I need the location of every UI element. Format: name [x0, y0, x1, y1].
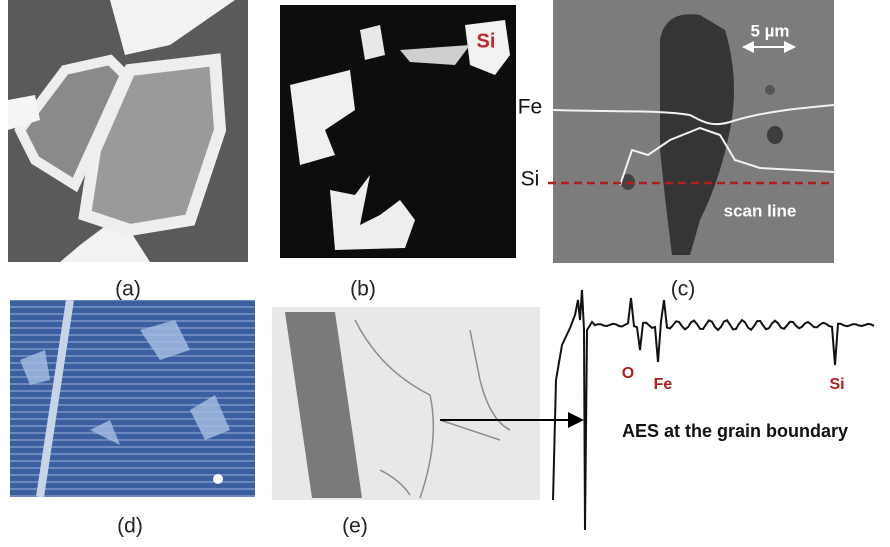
panel-d-image [10, 300, 255, 497]
panel-label: (e) [342, 515, 368, 538]
trace-label: Si [521, 168, 540, 191]
spectrum-caption: AES at the grain boundary [622, 421, 848, 441]
panel-label: (d) [117, 515, 143, 538]
scale-bar-label: 5 µm [750, 21, 789, 40]
peak-label: Si [829, 376, 844, 393]
trace-label: Fe [518, 96, 543, 119]
peak-label: O [622, 365, 634, 382]
panel-a-image [8, 0, 248, 262]
panel-e-image [272, 307, 582, 500]
panel-label: (b) [350, 278, 376, 301]
panel-label: (a) [115, 278, 141, 301]
panel-label: (c) [671, 278, 696, 301]
figure: (a) Si (b) 5 µm Fe Si scan line (c) (d) [0, 0, 890, 547]
peak-label: Fe [654, 376, 673, 393]
panel-c-image [548, 0, 834, 263]
element-label: Si [477, 30, 496, 52]
line-label: scan line [724, 201, 797, 220]
spectrum-trace [553, 290, 874, 530]
